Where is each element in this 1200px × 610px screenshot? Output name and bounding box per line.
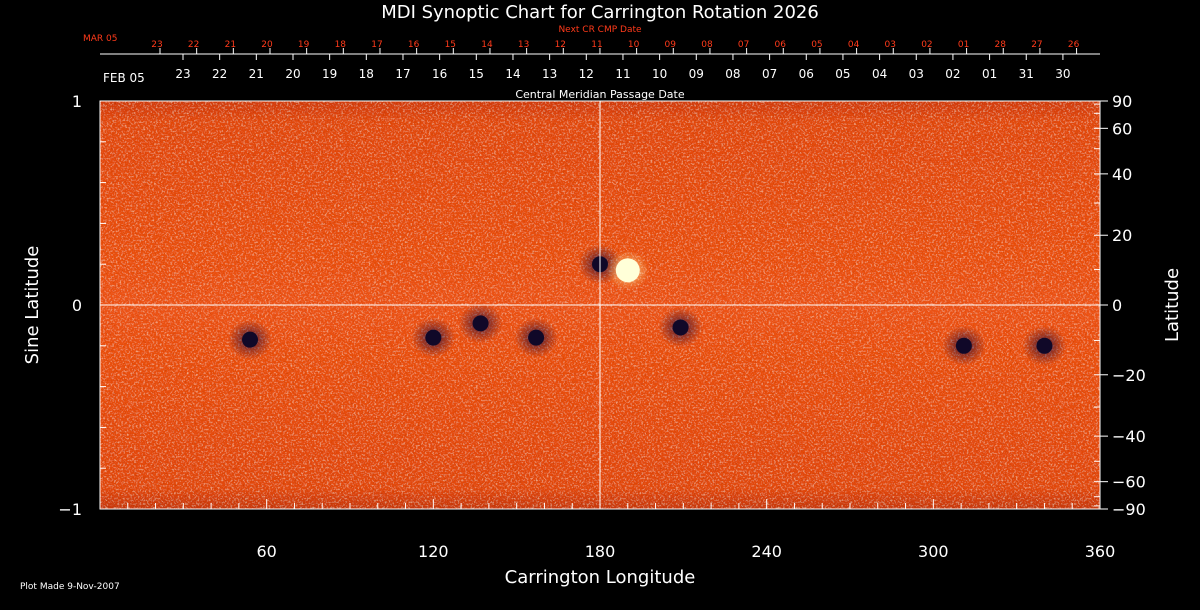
cmp-date-label: 23 [175, 67, 190, 81]
cmp-date-label: 21 [249, 67, 264, 81]
cmp-date-label: 30 [1055, 67, 1070, 81]
x-tick-label: 180 [585, 542, 616, 561]
cmp-date-label: 31 [1019, 67, 1034, 81]
cmp-date-label: 19 [322, 67, 337, 81]
next-cr-date-label: 13 [518, 40, 529, 50]
y-right-tick-label: 40 [1112, 165, 1132, 184]
cmp-date-label: 09 [689, 67, 704, 81]
cmp-date-label: 04 [872, 67, 887, 81]
next-cr-date-label: 27 [1031, 40, 1042, 50]
next-cr-date-label: 05 [811, 40, 822, 50]
cmp-date-label: 15 [469, 67, 484, 81]
plot-made-note: Plot Made 9-Nov-2007 [20, 582, 120, 592]
cmp-date-label: 07 [762, 67, 777, 81]
next-cr-date-label: 26 [1068, 40, 1080, 50]
sunspot [242, 331, 258, 348]
cmp-date-label: 10 [652, 67, 667, 81]
next-cr-date-label: 28 [995, 40, 1007, 50]
cmp-date-label: 22 [212, 67, 227, 81]
next-cr-date-label: 03 [885, 40, 896, 50]
cmp-date-label: 11 [615, 67, 630, 81]
cmp-date-label: 12 [579, 67, 594, 81]
cmp-date-label: 08 [725, 67, 740, 81]
chart-title: MDI Synoptic Chart for Carrington Rotati… [381, 2, 819, 23]
date-axis: 23 22 21 20 19 18 17 16 15 14 13 12 11 10 09 08 07 06 05 04… [100, 40, 1100, 81]
cmp-date-label: 20 [285, 67, 300, 81]
cmp-date-label: 14 [505, 67, 520, 81]
y-right-tick-label: 20 [1112, 226, 1132, 245]
next-cr-date-label: 21 [225, 40, 236, 50]
next-cr-date-label: 07 [738, 40, 749, 50]
next-cr-date-label: 09 [665, 40, 677, 50]
cmp-date-label: 06 [799, 67, 814, 81]
x-tick-label: 360 [1085, 542, 1116, 561]
next-cr-date-label: 12 [555, 40, 566, 50]
next-cr-date-label: 22 [188, 40, 199, 50]
sunspot [1036, 337, 1053, 354]
y-axis-label-left: Sine Latitude [22, 246, 43, 365]
positive-region [615, 258, 640, 283]
y-right-tick-label: 60 [1112, 119, 1132, 138]
sunspot [672, 319, 689, 336]
next-cr-date-label: 08 [701, 40, 713, 50]
next-cr-date-label: 14 [481, 40, 493, 50]
next-cr-date-label: 20 [261, 40, 273, 50]
cmp-month-label: FEB 05 [103, 71, 145, 85]
cmp-date-label: 18 [359, 67, 374, 81]
axes: 60 120 180 240 300 360 1 0 −1 90 60 40 20 0 −20 −40 −60 −… [58, 92, 1145, 561]
sunspot [472, 315, 489, 332]
next-cr-date-label: 11 [591, 40, 602, 50]
sunspot [425, 329, 442, 346]
y-left-tick-label: 1 [72, 92, 82, 111]
y-right-tick-label: −90 [1112, 500, 1146, 519]
x-tick-label: 300 [918, 542, 949, 561]
cmp-date-label: Central Meridian Passage Date [515, 88, 684, 101]
y-left-tick-label: 0 [72, 296, 82, 315]
x-tick-label: 240 [751, 542, 782, 561]
y-right-tick-label: 0 [1112, 296, 1122, 315]
cmp-date-label: 16 [432, 67, 447, 81]
cmp-date-label: 05 [835, 67, 850, 81]
next-cr-date-label: 16 [408, 40, 420, 50]
next-cr-date-label: 17 [371, 40, 382, 50]
next-cr-date-label: 01 [958, 40, 969, 50]
next-cr-date-label: 04 [848, 40, 860, 50]
y-axis-label-right: Latitude [1162, 268, 1183, 342]
sunspot [955, 337, 972, 354]
next-cr-date-label: 19 [298, 40, 310, 50]
cmp-date-label: 02 [945, 67, 960, 81]
sunspot [528, 329, 545, 346]
cmp-date-label: 13 [542, 67, 557, 81]
y-right-tick-label: −60 [1112, 473, 1146, 492]
y-right-tick-label: −40 [1112, 427, 1146, 446]
cmp-date-label: 01 [982, 67, 997, 81]
y-right-tick-label: −20 [1112, 366, 1146, 385]
next-cr-date-label: 18 [335, 40, 347, 50]
next-cr-month-label: MAR 05 [83, 34, 118, 44]
x-axis-label: Carrington Longitude [505, 567, 696, 588]
x-tick-label: 60 [256, 542, 276, 561]
grid-lines [100, 101, 1100, 509]
next-cr-date-label: 10 [628, 40, 640, 50]
y-right-tick-label: 90 [1112, 92, 1132, 111]
next-cr-date-label: 23 [151, 40, 162, 50]
x-tick-label: 120 [418, 542, 449, 561]
cmp-date-label: 03 [909, 67, 924, 81]
next-cr-date-label: 02 [921, 40, 932, 50]
cmp-date-label: 17 [395, 67, 410, 81]
next-cr-date-label: 06 [775, 40, 787, 50]
next-cr-date-label: 15 [445, 40, 456, 50]
y-left-tick-label: −1 [58, 500, 82, 519]
next-cr-label: Next CR CMP Date [558, 25, 642, 35]
feature-layer [228, 244, 1067, 366]
